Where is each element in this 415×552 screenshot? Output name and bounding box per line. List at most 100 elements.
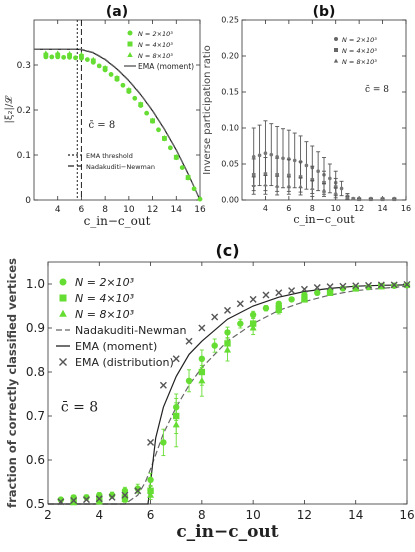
legend-marker <box>59 309 67 317</box>
legend-label: N = 2×10³ <box>75 276 135 289</box>
x-marker-stroke <box>172 355 180 363</box>
data-point-circle <box>224 329 231 336</box>
x-marker-stroke <box>159 381 167 389</box>
data-point-circle <box>120 82 126 88</box>
data-point-triangle <box>121 495 129 503</box>
legend-label: N = 8×10³ <box>75 308 135 321</box>
data-point-circle <box>314 289 321 296</box>
panel-label: (b) <box>313 4 336 20</box>
x-marker-stroke <box>134 487 142 495</box>
data-point-circle <box>57 496 65 503</box>
x-marker-stroke <box>339 282 347 290</box>
x-marker-stroke <box>288 287 296 295</box>
data-point-circle <box>365 283 372 291</box>
ema-distribution-point <box>352 282 360 290</box>
legend-marker <box>127 30 133 36</box>
data-point-square <box>322 180 326 185</box>
legend-label: N = 2×10³ <box>342 36 377 44</box>
data-point-square <box>251 173 256 177</box>
data-point-circle <box>49 54 55 60</box>
x-marker-stroke <box>365 281 373 289</box>
x-tick-label: 12 <box>354 204 364 213</box>
ema-distribution-point <box>249 295 257 303</box>
legend-marker <box>59 294 67 302</box>
data-point-circle <box>237 320 244 327</box>
x-tick-label: 8 <box>310 204 315 213</box>
legend-marker <box>59 358 67 366</box>
data-point-triangle <box>380 197 385 201</box>
ema-distribution-point <box>262 291 270 299</box>
data-point-triangle <box>310 186 315 190</box>
data-point-triangle <box>357 197 362 201</box>
x-tick-label: 8 <box>198 508 206 522</box>
y-tick-label: 0.5 <box>26 497 45 511</box>
x-marker-stroke <box>147 438 155 446</box>
x-marker-stroke <box>262 291 270 299</box>
annotation-cbar: c̄ = 8 <box>89 120 116 131</box>
ema-distribution-point <box>57 498 65 506</box>
x-tick-label: 16 <box>194 205 206 215</box>
ema-distribution-point <box>275 289 283 297</box>
data-point-circle <box>281 156 285 161</box>
x-marker-stroke <box>198 324 206 332</box>
data-point-circle <box>134 485 141 492</box>
x-axis-label: c_in−c_out <box>293 213 355 226</box>
x-axis-label: c_in−c_out <box>84 214 151 228</box>
ema-distribution-point <box>365 281 373 289</box>
data-point-circle <box>263 151 268 155</box>
plot-frame <box>47 261 408 505</box>
x-tick-label: 16 <box>401 204 411 213</box>
y-tick-label: 0.6 <box>26 453 45 467</box>
data-point-triangle <box>173 153 179 159</box>
ema-distribution-point <box>326 283 334 291</box>
ema-distribution-point <box>108 493 116 501</box>
data-point-circle <box>339 186 344 191</box>
data-point-triangle <box>95 497 103 505</box>
y-tick-label: 1.0 <box>26 277 45 291</box>
data-point-triangle <box>66 50 73 56</box>
legend-marker <box>127 52 133 57</box>
data-point-triangle <box>138 101 144 107</box>
x-tick-label: 14 <box>171 205 183 215</box>
x-tick-label: 6 <box>147 508 155 522</box>
y-axis-label: |ξ₂|/𝓛 <box>3 95 15 124</box>
panel-label: (c) <box>215 241 239 260</box>
data-point-circle <box>160 439 167 446</box>
x-marker-stroke <box>70 496 78 504</box>
x-tick-label: 8 <box>102 205 108 215</box>
data-point-circle <box>108 492 116 499</box>
y-tick-label: 0.7 <box>26 409 45 423</box>
legend-marker <box>334 37 338 41</box>
legend-label: EMA (moment) <box>138 62 194 71</box>
data-point-circle <box>249 311 257 318</box>
data-point-triangle <box>78 51 85 57</box>
x-tick-label: 4 <box>263 204 268 213</box>
data-point-circle <box>167 145 173 151</box>
data-point-circle <box>339 285 347 292</box>
ema-distribution-point <box>211 313 219 321</box>
data-point-triangle <box>322 187 326 192</box>
ema-distribution-point <box>300 285 308 293</box>
y-tick-label: 0.10 <box>221 124 239 133</box>
x-marker-stroke <box>57 498 65 506</box>
y-tick-label: 0.05 <box>221 160 239 169</box>
annotation-cbar: c̄ = 8 <box>61 400 98 416</box>
data-point-square <box>287 173 291 178</box>
data-point-circle <box>262 305 270 312</box>
data-point-triangle <box>43 50 49 56</box>
legend-label: N = 4×10³ <box>75 292 135 305</box>
x-marker-stroke <box>249 295 257 303</box>
data-point-circle <box>61 54 67 60</box>
data-point-circle <box>96 63 102 69</box>
x-tick-label: 6 <box>286 204 291 213</box>
data-point-triangle <box>90 56 96 62</box>
ema-distribution-point <box>159 381 167 389</box>
plot-frame <box>241 19 407 201</box>
legend-label: EMA (distribution) <box>75 356 174 369</box>
ema-distribution-point <box>390 281 398 289</box>
data-point-triangle <box>352 284 360 291</box>
data-point-square <box>310 178 315 182</box>
data-point-triangle <box>286 183 291 188</box>
data-point-triangle <box>102 64 108 70</box>
x-marker-stroke <box>82 496 90 504</box>
